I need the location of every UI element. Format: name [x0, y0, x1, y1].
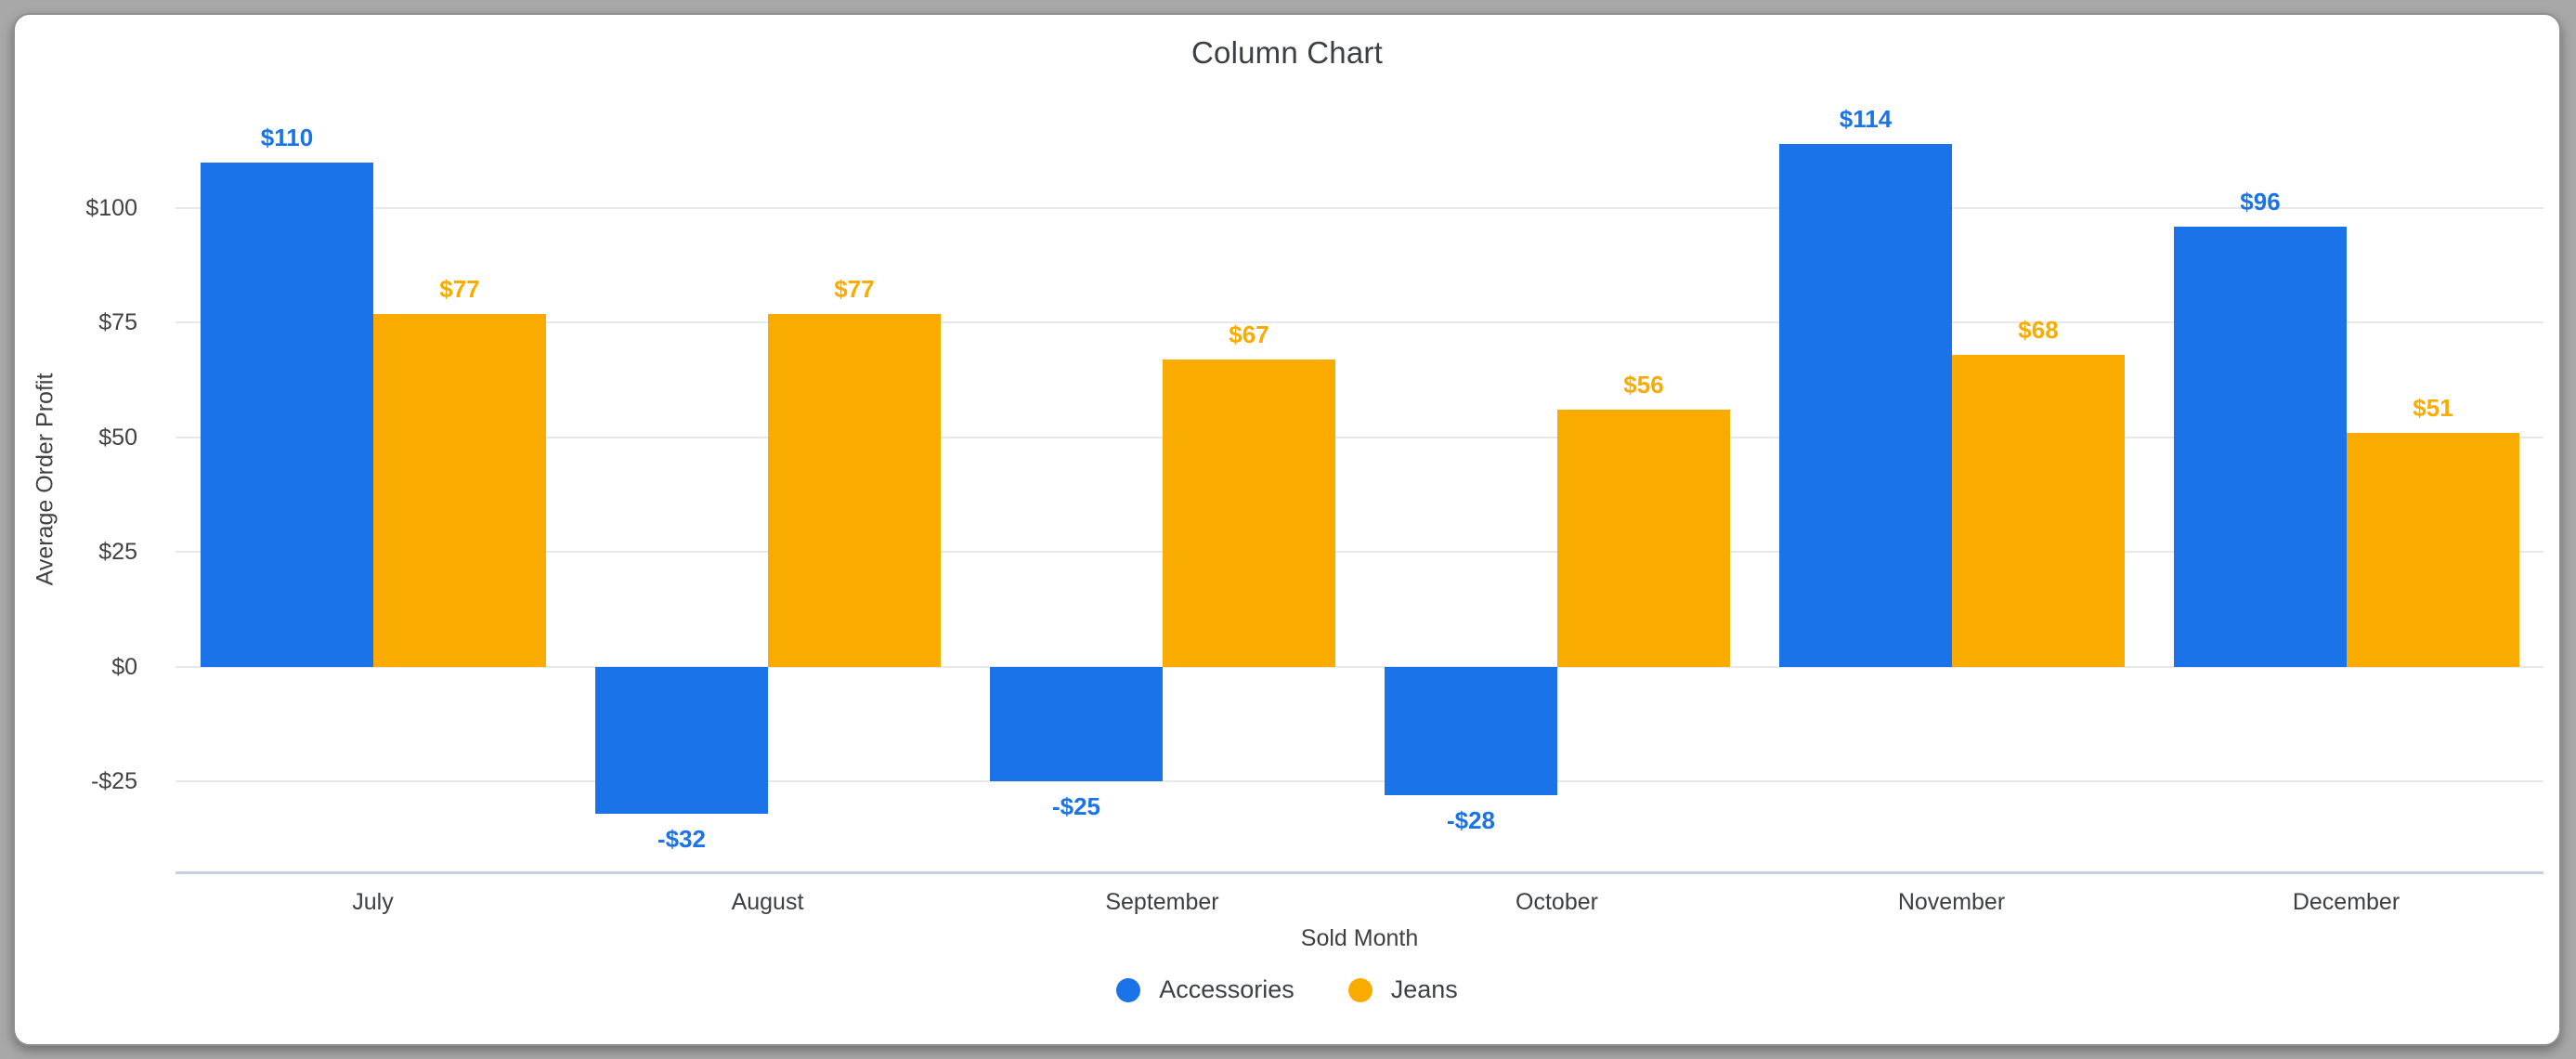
y-tick-label: $75 — [98, 309, 137, 336]
y-tick-label: $50 — [98, 424, 137, 451]
bar-accessories-july[interactable] — [201, 162, 373, 667]
gridline — [176, 436, 2543, 438]
legend-item-jeans[interactable]: Jeans — [1347, 975, 1458, 1004]
data-label-jeans-october: $56 — [1623, 371, 1664, 399]
legend-item-accessories[interactable]: Accessories — [1116, 975, 1295, 1004]
data-label-accessories-october: -$28 — [1446, 806, 1496, 835]
legend-label: Accessories — [1159, 975, 1295, 1003]
data-label-jeans-july: $77 — [439, 274, 480, 303]
legend-dot-icon — [1347, 977, 1373, 1002]
data-label-accessories-december: $96 — [2240, 187, 2281, 216]
data-label-jeans-august: $77 — [834, 274, 875, 303]
x-axis-label-november: November — [1897, 889, 2006, 915]
gridline — [176, 665, 2543, 668]
x-axis-title: Sold Month — [1300, 925, 1419, 951]
chart-card: Column Chart Average Order Profit $110 -$… — [13, 13, 2561, 1046]
bar-jeans-november[interactable] — [1952, 354, 2125, 667]
y-tick-label: $0 — [111, 653, 137, 680]
x-axis-label-december: December — [2292, 889, 2400, 915]
bar-accessories-december[interactable] — [2174, 226, 2347, 667]
plot-area: $110 -$32 -$25 -$28 $114 $96 $77 $77 $67 $56 $68 $5… — [176, 91, 2543, 874]
data-label-jeans-november: $68 — [2018, 315, 2059, 344]
bar-jeans-august[interactable] — [768, 313, 941, 667]
bar-jeans-september[interactable] — [1163, 359, 1335, 667]
gridline — [176, 206, 2543, 209]
bar-accessories-october[interactable] — [1385, 666, 1557, 796]
data-label-accessories-august: -$32 — [657, 824, 707, 853]
bar-accessories-november[interactable] — [1779, 143, 1952, 667]
x-axis-label-july: July — [352, 889, 394, 915]
legend-label: Jeans — [1390, 975, 1458, 1003]
y-tick-label: $25 — [98, 539, 137, 566]
data-label-jeans-september: $67 — [1229, 320, 1269, 348]
legend: Accessories Jeans — [15, 975, 2559, 1004]
bar-jeans-july[interactable] — [373, 313, 546, 667]
x-axis-label-october: October — [1516, 889, 1598, 915]
gridline — [176, 780, 2543, 783]
x-axis-line — [176, 871, 2543, 874]
bar-jeans-december[interactable] — [2347, 432, 2519, 667]
chart-title: Column Chart — [1191, 35, 1383, 70]
bar-accessories-august[interactable] — [595, 666, 768, 814]
gridline — [176, 551, 2543, 554]
data-label-accessories-september: -$25 — [1051, 792, 1101, 821]
data-label-accessories-november: $114 — [1839, 104, 1893, 133]
x-axis-label-september: September — [1105, 889, 1219, 915]
data-label-jeans-december: $51 — [2413, 393, 2453, 422]
legend-dot-icon — [1116, 977, 1141, 1002]
bar-accessories-september[interactable] — [990, 666, 1163, 782]
bar-jeans-october[interactable] — [1557, 410, 1730, 667]
y-tick-label: -$25 — [90, 768, 137, 795]
gridline — [176, 321, 2543, 324]
data-label-accessories-july: $110 — [260, 123, 314, 151]
y-tick-label: $100 — [85, 194, 137, 221]
x-axis-label-august: August — [731, 889, 804, 915]
